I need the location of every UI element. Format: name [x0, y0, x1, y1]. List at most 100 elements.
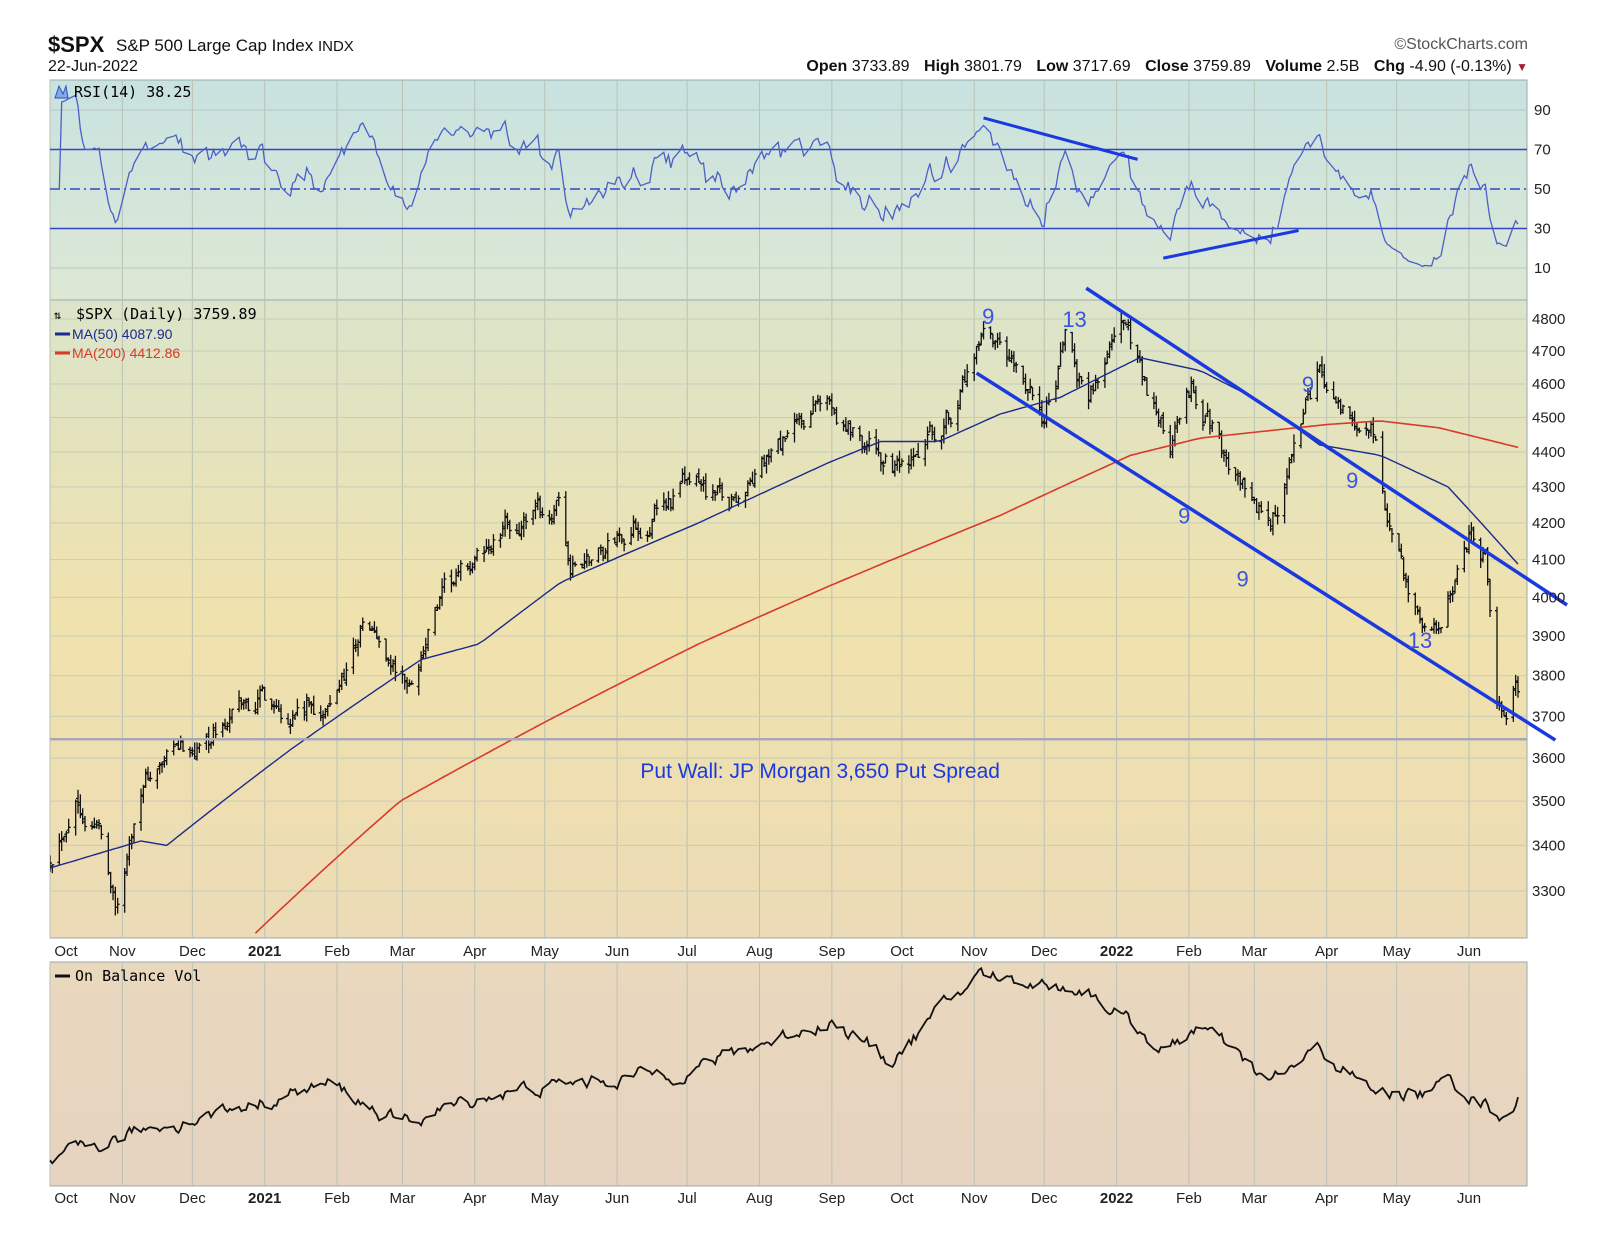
ohlc-bar	[223, 718, 228, 730]
obv-line	[49, 966, 1519, 1165]
ohlc-bar	[1242, 477, 1247, 498]
x-tick-label: Apr	[1315, 943, 1338, 960]
ohlc-bar	[1007, 348, 1012, 362]
demark-count-label: 9	[982, 304, 994, 329]
ohlc-bar	[514, 523, 519, 535]
ohlc-bar	[351, 637, 356, 675]
ohlc-bar	[258, 685, 263, 708]
ohlc-bar	[1336, 397, 1341, 409]
rsi-tick-label: 70	[1534, 142, 1551, 159]
ohlc-bar	[239, 697, 244, 710]
volume-label: Volume	[1265, 58, 1322, 75]
ohlc-bar	[50, 864, 55, 874]
chart-date: 22-Jun-2022	[48, 58, 138, 75]
ohlc-bar	[650, 518, 655, 539]
ohlc-bar	[944, 409, 949, 435]
ohlc-bar	[421, 646, 426, 659]
ohlc-bar	[127, 836, 132, 866]
ohlc-bar	[878, 452, 883, 472]
price-legend-text: $SPX (Daily) 3759.89	[76, 305, 257, 323]
ohlc-bar	[981, 321, 986, 340]
x-tick-label: Apr	[463, 943, 486, 960]
ohlc-bar	[489, 545, 494, 555]
ohlc-bar	[748, 477, 753, 486]
ohlc-bar	[1301, 408, 1306, 425]
ohlc-bar	[1128, 317, 1133, 350]
ohlc-bar	[778, 430, 783, 451]
ohlc-bar	[685, 478, 690, 486]
price-panel	[49, 299, 1528, 939]
ohlc-bar	[1322, 364, 1327, 389]
ohlc-bar	[1004, 336, 1009, 367]
ohlc-bar	[244, 698, 249, 710]
ohlc-bar	[1191, 379, 1196, 394]
ohlc-bar	[1144, 376, 1149, 397]
price-tick-label: 3900	[1532, 628, 1565, 645]
ohlc-bar	[307, 697, 312, 708]
ohlc-bar	[491, 534, 496, 556]
x-tick-label: Jun	[1457, 943, 1481, 960]
ohlc-bar	[73, 799, 78, 836]
ohlc-bar	[1102, 357, 1107, 388]
ohlc-bar	[262, 686, 267, 701]
ohlc-bar	[699, 479, 704, 492]
ohlc-bar	[976, 341, 981, 351]
x-tick-label: Apr	[1315, 1190, 1338, 1207]
ohlc-bar	[92, 817, 97, 829]
ohlc-bar	[66, 818, 71, 834]
close-value: 3759.89	[1193, 58, 1251, 75]
ohlc-bar	[1023, 373, 1028, 395]
ohlc-bar	[419, 651, 424, 672]
ohlc-bar	[1221, 449, 1226, 462]
ohlc-bar	[288, 718, 293, 734]
x-tick-label: Dec	[179, 1190, 206, 1207]
ohlc-bar	[645, 530, 650, 542]
ohlc-bar	[1121, 319, 1126, 331]
ohlc-bar	[1331, 381, 1336, 400]
ohlc-bar	[1203, 414, 1208, 424]
ohlc-bar	[1415, 605, 1420, 615]
ohlc-bar	[174, 742, 179, 746]
ohlc-bar	[1093, 374, 1098, 392]
ohlc-bar	[615, 530, 620, 548]
ohlc-bar	[647, 526, 652, 538]
rsi-panel	[49, 79, 1528, 301]
ohlc-bar	[547, 510, 552, 525]
ohlc-bar	[94, 819, 99, 829]
ohlc-bar	[1072, 343, 1077, 368]
ohlc-bar	[213, 722, 218, 740]
ohlc-bar	[1287, 457, 1292, 480]
ohlc-bar	[1487, 578, 1492, 617]
ohlc-bar	[500, 521, 505, 537]
ohlc-bar	[1193, 386, 1198, 410]
ohlc-bar	[1079, 375, 1084, 385]
ohlc-bar	[188, 746, 193, 758]
ohlc-bar	[1156, 408, 1161, 427]
ohlc-bar	[897, 450, 902, 473]
ohlc-bar	[484, 538, 489, 552]
x-tick-label: Dec	[1031, 1190, 1058, 1207]
ohlc-bar	[304, 693, 309, 722]
ma50-legend-text: MA(50) 4087.90	[72, 326, 173, 342]
ohlc-bar	[505, 512, 510, 530]
ohlc-bar	[50, 855, 52, 872]
rsi-line	[50, 94, 1519, 268]
ohlc-bar	[458, 560, 463, 581]
ohlc-bar	[190, 747, 195, 757]
ohlc-bar	[344, 662, 349, 686]
ohlc-bar	[1210, 419, 1215, 433]
ohlc-bar	[1368, 420, 1373, 437]
ohlc-bar	[715, 485, 720, 495]
rsi-tick-label: 10	[1534, 260, 1551, 277]
ohlc-bar	[1364, 422, 1369, 436]
ohlc-bar	[482, 546, 487, 563]
price-tick-label: 4500	[1532, 410, 1565, 427]
close-label: Close	[1145, 58, 1189, 75]
price-tick-label: 3500	[1532, 793, 1565, 810]
ohlc-bar	[1119, 312, 1124, 344]
ohlc-bar	[1352, 410, 1357, 431]
ohlc-bar	[1319, 356, 1324, 378]
rsi-legend-text: RSI(14) 38.25	[74, 83, 191, 101]
ohlc-bar	[524, 513, 529, 530]
ohlc-bar	[1184, 387, 1189, 424]
